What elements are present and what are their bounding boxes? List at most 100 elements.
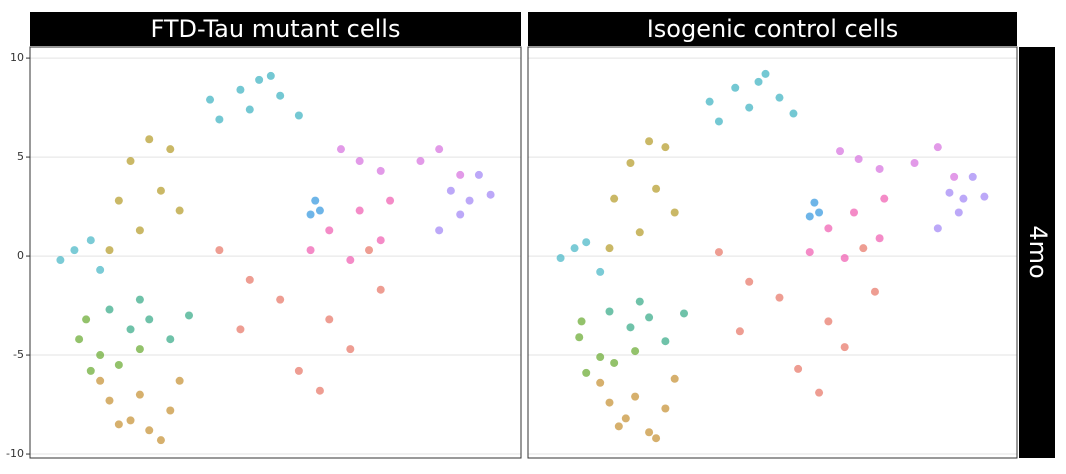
point	[135, 226, 144, 235]
point	[705, 97, 714, 106]
point	[735, 327, 744, 336]
point	[805, 248, 814, 257]
point	[315, 206, 324, 215]
point	[114, 196, 123, 205]
point	[670, 374, 679, 383]
point	[968, 172, 977, 181]
point	[105, 305, 114, 314]
point	[731, 83, 740, 92]
point	[840, 343, 849, 352]
point	[456, 210, 465, 219]
point	[745, 103, 754, 112]
point	[126, 325, 135, 334]
point	[166, 406, 175, 415]
point	[325, 226, 334, 235]
point	[954, 208, 963, 217]
point	[126, 157, 135, 166]
point	[336, 145, 345, 154]
point	[456, 170, 465, 179]
point	[315, 386, 324, 395]
point	[96, 351, 105, 360]
y-tick-label: -5	[13, 348, 24, 361]
point	[435, 145, 444, 154]
point	[945, 188, 954, 197]
point	[145, 135, 154, 144]
point	[824, 317, 833, 326]
point	[850, 208, 858, 217]
point	[56, 256, 65, 265]
point	[775, 293, 784, 302]
plot-border	[29, 46, 522, 459]
point	[775, 93, 784, 102]
strip	[528, 12, 1017, 46]
point	[933, 224, 942, 233]
point	[474, 170, 483, 179]
point	[714, 248, 723, 257]
point	[652, 184, 661, 193]
point	[596, 353, 605, 362]
point	[645, 313, 654, 322]
point	[135, 345, 144, 354]
point	[294, 111, 303, 120]
point	[910, 159, 919, 168]
point	[605, 307, 614, 316]
point	[794, 364, 803, 373]
point	[166, 145, 175, 154]
strip-label: FTD-Tau mutant cells	[151, 15, 401, 43]
point	[980, 192, 989, 201]
point	[859, 244, 868, 253]
point	[446, 186, 455, 195]
y-tick-label: 10	[10, 51, 24, 64]
point	[570, 244, 579, 253]
point	[875, 234, 884, 243]
point	[824, 224, 833, 233]
point	[605, 398, 614, 407]
point	[661, 143, 670, 152]
point	[626, 323, 635, 332]
point	[610, 358, 619, 367]
point	[815, 208, 824, 217]
point	[266, 71, 275, 80]
point	[135, 390, 144, 399]
row-strip-label: 4mo	[1024, 225, 1052, 278]
point	[166, 335, 175, 344]
point	[486, 190, 495, 199]
point	[82, 315, 91, 324]
point	[215, 246, 224, 255]
point	[950, 172, 959, 181]
point	[870, 287, 879, 296]
point	[311, 196, 320, 205]
point	[96, 376, 105, 385]
point	[621, 414, 630, 423]
plot-background	[528, 47, 1017, 458]
point	[276, 295, 285, 304]
point	[86, 236, 95, 245]
point	[96, 265, 105, 274]
point	[556, 254, 565, 263]
point	[661, 337, 670, 346]
point	[306, 210, 315, 219]
point	[805, 212, 814, 221]
point	[145, 426, 154, 435]
point	[294, 366, 303, 375]
point	[105, 246, 114, 255]
point	[661, 404, 670, 413]
point	[145, 315, 154, 324]
plot-border	[527, 46, 1018, 459]
point	[114, 360, 123, 369]
point	[365, 246, 374, 255]
point	[714, 117, 723, 126]
point	[306, 246, 315, 255]
point	[626, 159, 635, 168]
point	[815, 388, 824, 397]
point	[631, 392, 640, 401]
row-strip	[1019, 47, 1055, 458]
point	[245, 275, 254, 284]
point	[605, 244, 614, 253]
point	[582, 368, 591, 377]
point	[465, 196, 474, 205]
point	[875, 164, 884, 173]
point	[754, 77, 763, 86]
plot-background	[30, 47, 521, 458]
